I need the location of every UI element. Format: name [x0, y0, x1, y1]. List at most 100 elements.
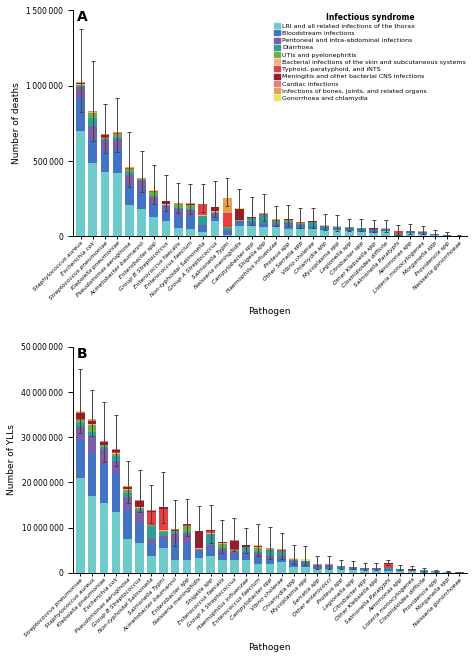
Bar: [88, 127, 97, 138]
Bar: [206, 530, 215, 531]
Bar: [88, 425, 96, 432]
Bar: [76, 420, 84, 422]
Bar: [277, 562, 286, 573]
Bar: [135, 511, 144, 522]
Bar: [149, 196, 158, 203]
Bar: [137, 210, 146, 237]
Bar: [308, 227, 317, 229]
Bar: [296, 226, 305, 229]
Bar: [100, 449, 108, 465]
Bar: [100, 171, 109, 237]
Bar: [308, 223, 317, 226]
Bar: [171, 560, 179, 573]
Bar: [100, 465, 108, 503]
Bar: [254, 556, 262, 564]
Text: B: B: [77, 347, 88, 361]
Bar: [76, 478, 84, 573]
Bar: [247, 226, 256, 237]
Bar: [254, 552, 262, 553]
Bar: [186, 229, 195, 237]
Bar: [396, 571, 404, 573]
Bar: [135, 501, 144, 507]
Bar: [357, 232, 366, 237]
Bar: [125, 175, 134, 185]
Bar: [218, 542, 227, 543]
Bar: [159, 509, 167, 530]
Bar: [296, 229, 305, 237]
Bar: [289, 567, 298, 573]
Bar: [88, 119, 97, 127]
Bar: [308, 229, 317, 237]
Bar: [159, 540, 167, 548]
Bar: [135, 509, 144, 511]
Bar: [88, 113, 97, 119]
Bar: [123, 509, 132, 539]
Bar: [210, 214, 219, 215]
Bar: [406, 232, 415, 233]
Bar: [265, 564, 274, 573]
Bar: [210, 221, 219, 237]
Bar: [111, 453, 120, 457]
Bar: [171, 532, 179, 534]
Bar: [174, 208, 182, 209]
Bar: [223, 231, 231, 235]
Bar: [259, 215, 268, 223]
Bar: [230, 552, 238, 554]
Bar: [76, 440, 84, 478]
Bar: [137, 181, 146, 190]
Bar: [382, 231, 390, 237]
Bar: [125, 205, 134, 237]
Bar: [272, 224, 280, 225]
Bar: [242, 548, 250, 552]
Bar: [396, 569, 404, 571]
Bar: [198, 215, 207, 216]
Bar: [259, 227, 268, 237]
Bar: [186, 215, 195, 229]
Bar: [135, 508, 144, 509]
Bar: [174, 228, 182, 237]
Bar: [360, 569, 369, 571]
Bar: [235, 226, 244, 237]
Bar: [247, 218, 256, 223]
Bar: [88, 453, 96, 496]
Bar: [408, 570, 416, 571]
Bar: [162, 210, 171, 221]
Bar: [254, 546, 262, 547]
Bar: [182, 534, 191, 543]
Bar: [369, 230, 378, 233]
Bar: [289, 558, 298, 559]
Bar: [159, 532, 167, 536]
Bar: [174, 215, 182, 228]
Bar: [162, 205, 171, 206]
Bar: [284, 222, 292, 223]
Bar: [345, 228, 354, 231]
Bar: [223, 214, 231, 227]
Bar: [194, 552, 203, 558]
Bar: [186, 210, 195, 215]
Bar: [272, 227, 280, 237]
Bar: [230, 560, 238, 573]
Bar: [206, 556, 215, 573]
Bar: [113, 138, 122, 149]
Bar: [431, 572, 440, 573]
Bar: [218, 552, 227, 560]
Bar: [223, 198, 231, 213]
Bar: [384, 569, 392, 571]
Bar: [313, 566, 321, 569]
Bar: [418, 233, 427, 234]
Bar: [218, 544, 227, 548]
Bar: [174, 209, 182, 215]
Bar: [277, 556, 286, 558]
Bar: [206, 534, 215, 545]
Bar: [254, 564, 262, 573]
Bar: [408, 571, 416, 573]
Bar: [88, 112, 97, 113]
Bar: [265, 556, 274, 558]
Bar: [348, 568, 357, 570]
Bar: [242, 552, 250, 554]
Bar: [198, 227, 207, 232]
Bar: [218, 560, 227, 573]
Bar: [149, 192, 158, 196]
Bar: [171, 543, 179, 560]
Text: A: A: [77, 11, 88, 24]
